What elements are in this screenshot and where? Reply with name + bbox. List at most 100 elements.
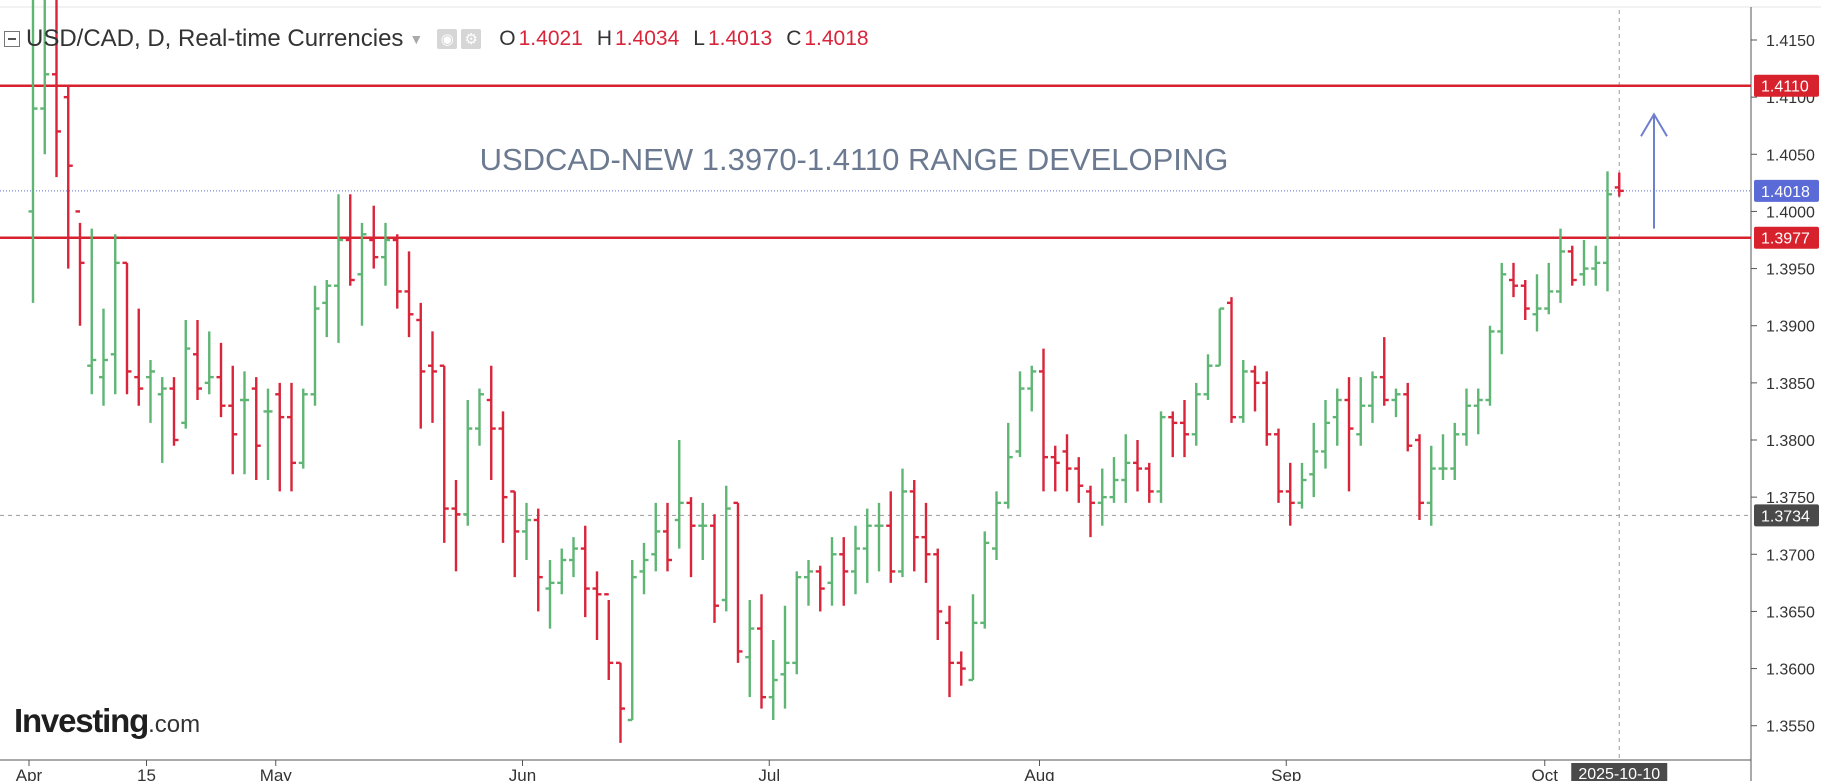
y-tick-label: 1.3950 bbox=[1766, 262, 1815, 279]
ohlc-bar bbox=[122, 261, 132, 395]
x-tick-label: Aug bbox=[1024, 766, 1054, 781]
crosshair-date-box bbox=[1571, 763, 1668, 781]
ohlc-bar bbox=[1003, 422, 1013, 509]
ohlc-bar bbox=[287, 382, 296, 492]
brand-name: Investing bbox=[14, 702, 149, 739]
ohlc-bar bbox=[381, 222, 390, 286]
ohlc-bar bbox=[580, 525, 590, 618]
ohlc-bar bbox=[1403, 382, 1413, 452]
ohlc-bar bbox=[275, 382, 285, 492]
ohlc-bar bbox=[533, 508, 543, 612]
symbol-title[interactable]: USD/CAD, D, Real-time Currencies bbox=[26, 25, 404, 52]
crosshair-price-label-text: 1.3734 bbox=[1761, 508, 1810, 525]
ohlc-bar bbox=[463, 400, 473, 526]
chart-header: USD/CAD, D, Real-time Currencies ▼ ◉ ⚙ O… bbox=[0, 22, 869, 56]
ohlc-bar bbox=[1497, 262, 1507, 355]
ohlc-bar bbox=[557, 548, 567, 595]
ohlc-bar bbox=[1121, 434, 1131, 503]
ohlc-bar bbox=[1050, 445, 1060, 492]
ohlc-bar bbox=[52, 0, 61, 178]
ohlc-bar bbox=[369, 205, 379, 269]
horizontal-levels[interactable] bbox=[0, 84, 1751, 239]
ohlc-bar bbox=[898, 468, 907, 578]
chart-annotation[interactable]: USDCAD-NEW 1.3970-1.4110 RANGE DEVELOPIN… bbox=[480, 142, 1229, 177]
ohlc-bar bbox=[522, 502, 531, 560]
ohlc-bar bbox=[428, 331, 437, 423]
ohlc-bar bbox=[968, 594, 978, 682]
ohlc-bar bbox=[110, 234, 120, 395]
ohlc-bar bbox=[851, 525, 860, 595]
ohlc-bar bbox=[1485, 325, 1495, 406]
ohlc-bar bbox=[87, 228, 97, 395]
ohlc-bar bbox=[686, 497, 696, 578]
price-axis-ticks[interactable]: 1.41501.41001.40501.40001.39501.39001.38… bbox=[1751, 33, 1815, 736]
ohlc-bar bbox=[1603, 171, 1612, 292]
crosshair-price-label-box bbox=[1754, 504, 1819, 527]
ohlc-bar bbox=[721, 485, 731, 612]
ohlc-bar bbox=[1532, 274, 1542, 332]
ohlc-bar bbox=[251, 377, 261, 480]
investing-logo: Investing.com bbox=[14, 702, 200, 740]
ohlc-bar bbox=[616, 661, 625, 743]
ohlc-bar bbox=[1509, 262, 1518, 298]
ohlc-bar bbox=[146, 360, 155, 423]
time-axis-ticks[interactable]: Apr 15 May Jun Jul Aug Sep Oct bbox=[16, 760, 1558, 781]
chevron-down-icon[interactable]: ▼ bbox=[409, 31, 424, 47]
open-value: 1.4021 bbox=[518, 27, 583, 50]
ohlc-bar bbox=[1238, 360, 1248, 423]
ohlc-bar bbox=[1567, 245, 1577, 286]
resistance-price-label-box bbox=[1754, 74, 1819, 97]
crosshair-date-text: 2025-10-10 bbox=[1578, 766, 1660, 781]
ohlc-bar bbox=[1379, 337, 1389, 406]
ohlc-bar bbox=[627, 560, 637, 722]
ohlc-bar bbox=[909, 480, 919, 572]
ohlc-bar bbox=[1344, 377, 1354, 492]
low-value: 1.4013 bbox=[707, 27, 773, 50]
y-tick-label: 1.3850 bbox=[1766, 376, 1815, 393]
close-value: 1.4018 bbox=[804, 27, 869, 50]
y-tick-label: 1.3600 bbox=[1766, 662, 1815, 679]
y-tick-label: 1.3800 bbox=[1766, 433, 1815, 450]
ohlc-bar bbox=[1415, 434, 1424, 520]
up-arrow-icon[interactable] bbox=[1640, 112, 1668, 229]
x-tick-label: Sep bbox=[1271, 766, 1301, 781]
x-tick-label: Jul bbox=[758, 766, 780, 781]
ohlc-bar bbox=[604, 593, 614, 680]
ohlc-bar bbox=[792, 571, 802, 675]
ohlc-bar bbox=[768, 640, 778, 720]
ohlc-bar bbox=[345, 194, 355, 286]
ohlc-bar bbox=[815, 565, 825, 612]
ohlc-bar bbox=[1614, 172, 1624, 197]
ohlc-bar bbox=[839, 537, 849, 606]
collapse-icon[interactable] bbox=[4, 31, 20, 47]
ohlc-bar bbox=[1086, 485, 1095, 538]
ohlc-bar bbox=[1250, 365, 1260, 412]
ohlc-bar bbox=[99, 308, 108, 406]
ohlc-bar bbox=[169, 377, 179, 446]
ohlc-bar bbox=[933, 548, 943, 640]
ohlc-bar bbox=[451, 480, 461, 572]
ohlc-bar bbox=[1391, 388, 1401, 418]
resistance-price-label-text: 1.4110 bbox=[1761, 79, 1809, 96]
x-tick-label: Oct bbox=[1532, 766, 1559, 781]
price-axis-labels: 1.4110 1.3977 1.4018 1.3734 2025-10-10 bbox=[1571, 74, 1819, 781]
ohlc-bar bbox=[1462, 388, 1471, 446]
crosshair-price-label: 1.3734 bbox=[1754, 504, 1819, 527]
ohlc-bar bbox=[1438, 434, 1448, 480]
ohlc-bar bbox=[298, 388, 308, 469]
ohlc-bar bbox=[1520, 280, 1530, 320]
ohlc-bar bbox=[1027, 365, 1037, 412]
ohlc-bar bbox=[1227, 297, 1236, 423]
ohlc-bar bbox=[204, 331, 214, 395]
ohlc-bar bbox=[1309, 422, 1319, 498]
eye-icon[interactable]: ◉ bbox=[437, 29, 458, 49]
ohlc-bar bbox=[1368, 371, 1377, 423]
high-value: 1.4034 bbox=[615, 27, 680, 50]
ohlc-bar bbox=[862, 508, 872, 583]
ohlc-bar bbox=[240, 371, 249, 475]
ohlc-bar bbox=[651, 502, 661, 572]
last-price-label-box bbox=[1754, 179, 1819, 202]
gear-icon[interactable]: ⚙ bbox=[461, 29, 482, 49]
ohlc-bar bbox=[75, 210, 85, 326]
ohlc-bar bbox=[263, 388, 273, 480]
